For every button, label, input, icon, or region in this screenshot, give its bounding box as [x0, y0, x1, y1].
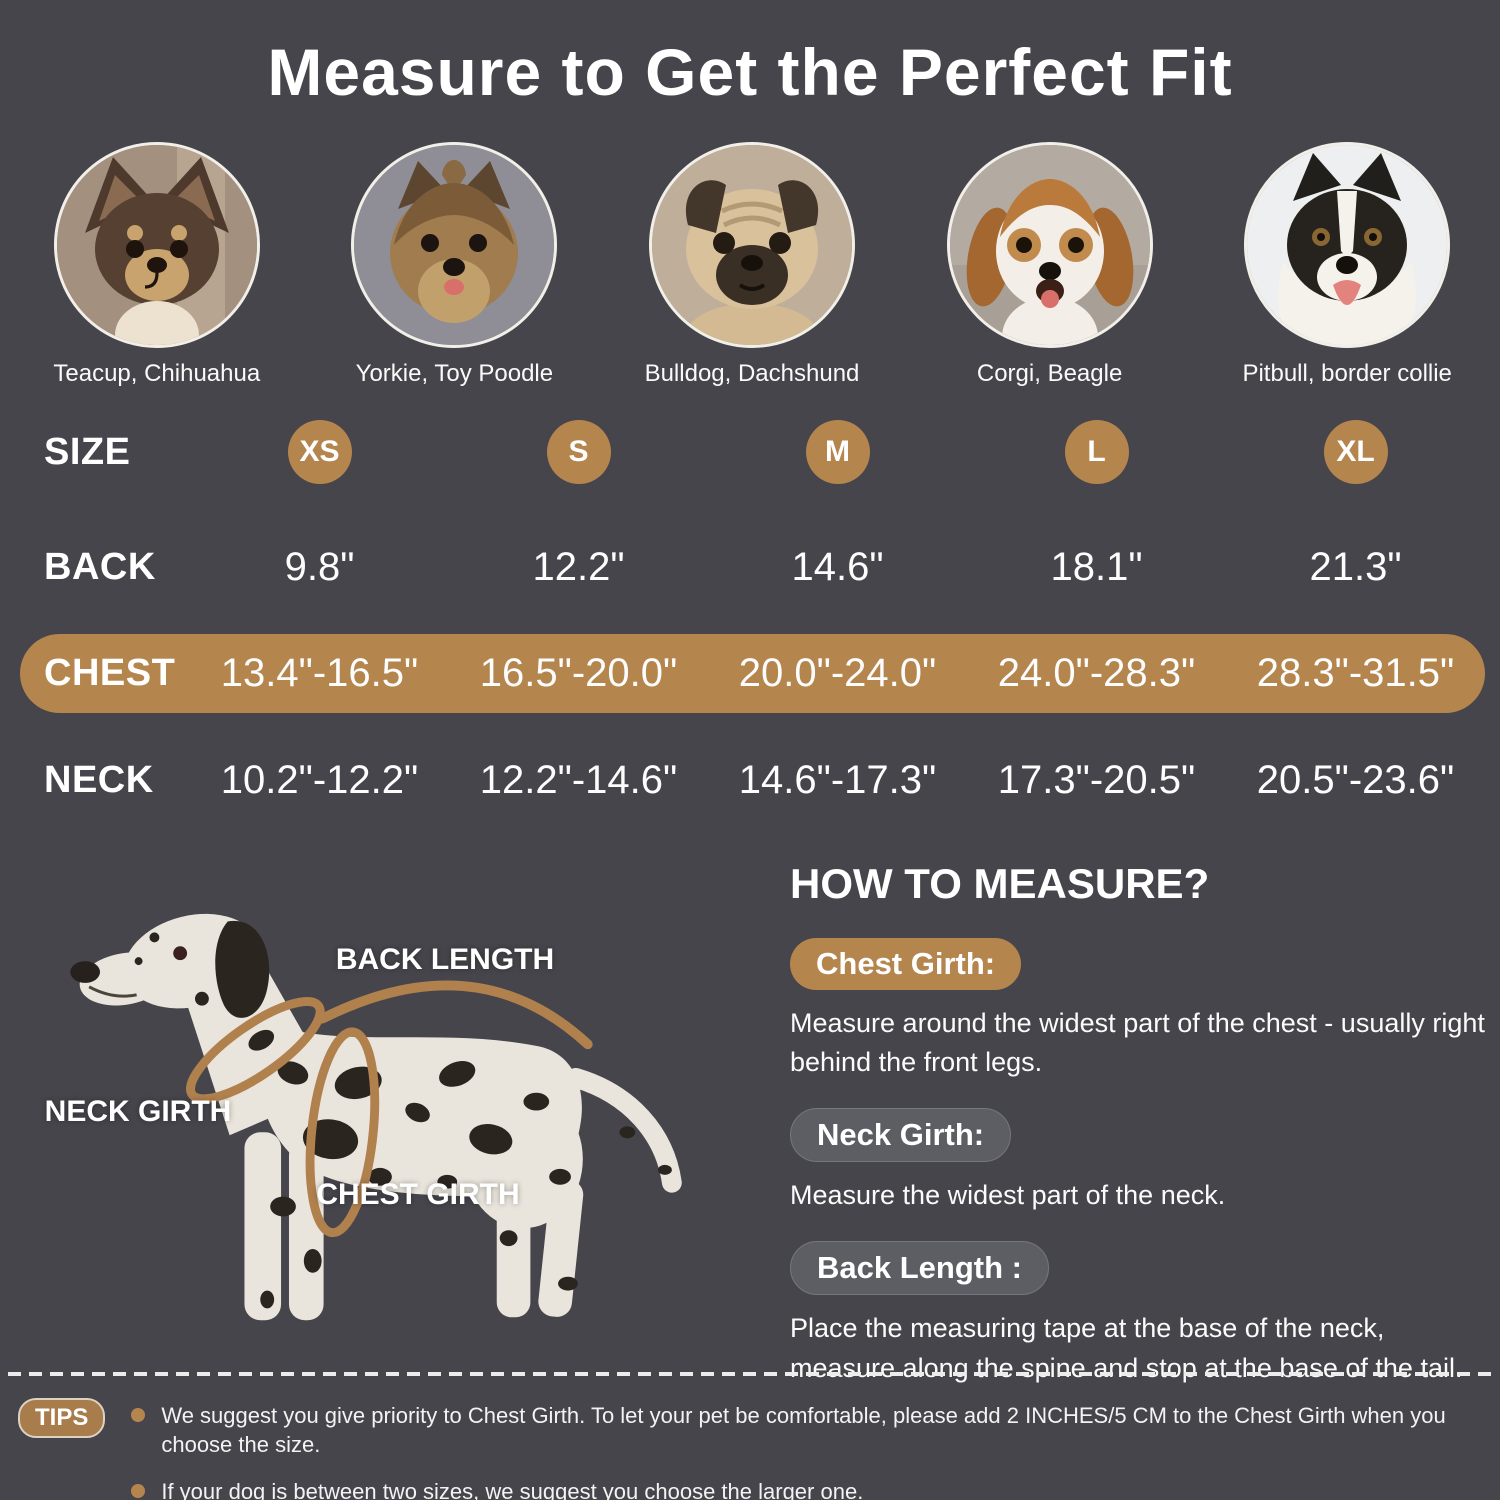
neck-value: 20.5"-23.6" — [1256, 757, 1455, 802]
measuring-diagram: BACK LENGTH NECK GIRTH CHEST GIRTH — [30, 880, 730, 1345]
dashed-divider — [8, 1372, 1492, 1376]
border-collie-photo — [1244, 142, 1451, 348]
size-badge-xl: XL — [1323, 420, 1388, 484]
yorkie-icon — [354, 145, 555, 345]
tip-text: If your dog is between two sizes, we sug… — [161, 1479, 864, 1500]
table-row-size: SIZE XS S M L XL — [20, 414, 1485, 490]
back-value: 18.1" — [1050, 544, 1143, 589]
breed-column-xs: Teacup, Chihuahua — [53, 142, 260, 388]
breed-column-xl: Pitbull, border collie — [1242, 142, 1452, 388]
breed-label: Bulldog, Dachshund — [644, 360, 860, 387]
chest-girth-band — [305, 1027, 380, 1238]
size-badge-l: L — [1064, 420, 1129, 484]
breed-label: Teacup, Chihuahua — [53, 360, 261, 387]
size-badge-xs: XS — [287, 420, 352, 484]
size-badge-s: S — [546, 420, 611, 484]
dog-breed-row: Teacup, Chihuahua Yorkie, Toy Poodle — [8, 142, 1496, 388]
chihuahua-icon — [56, 145, 257, 345]
border-collie-icon — [1247, 145, 1448, 345]
back-length-pill: Back Length : — [790, 1241, 1049, 1296]
chihuahua-photo — [53, 142, 260, 348]
pug-icon — [651, 145, 852, 345]
breed-label: Yorkie, Toy Poodle — [355, 360, 554, 387]
page-title: Measure to Get the Perfect Fit — [267, 35, 1233, 109]
tip-text: We suggest you give priority to Chest Gi… — [161, 1403, 1446, 1457]
how-to-measure-heading: HOW TO MEASURE? — [790, 860, 1210, 907]
breed-label: Corgi, Beagle — [976, 360, 1123, 387]
breed-column-s: Yorkie, Toy Poodle — [351, 142, 558, 388]
back-length-arc — [317, 980, 593, 1050]
neck-value: 10.2"-12.2" — [220, 757, 419, 802]
tips-badge: TIPS — [18, 1398, 106, 1438]
chest-value: 16.5"-20.0" — [479, 651, 678, 695]
chest-value: 24.0"-28.3" — [997, 651, 1196, 695]
row-label-chest: CHEST — [44, 652, 176, 694]
tips-section: TIPS We suggest you give priority to Che… — [18, 1398, 1482, 1500]
back-value: 21.3" — [1309, 544, 1402, 589]
bullet-dot-icon — [131, 1484, 146, 1499]
chest-value: 20.0"-24.0" — [738, 651, 937, 695]
table-row-neck: NECK 10.2"-12.2" 12.2"-14.6" 14.6"-17.3"… — [20, 744, 1485, 816]
back-length-instructions: Place the measuring tape at the base of … — [790, 1313, 1463, 1383]
breed-column-m: Bulldog, Dachshund — [644, 142, 860, 388]
yorkie-photo — [351, 142, 558, 348]
pug-photo — [648, 142, 855, 348]
size-badge-m: M — [805, 420, 870, 484]
chest-girth-label: CHEST GIRTH — [316, 1178, 520, 1211]
tip-item: If your dog is between two sizes, we sug… — [131, 1478, 1482, 1500]
table-row-back: BACK 9.8" 12.2" 14.6" 18.1" 21.3" — [20, 531, 1485, 603]
back-length-label: BACK LENGTH — [335, 943, 555, 976]
back-value: 14.6" — [791, 544, 884, 589]
beagle-icon — [949, 145, 1150, 345]
row-label-size: SIZE — [44, 430, 131, 473]
neck-value: 17.3"-20.5" — [997, 757, 1196, 802]
beagle-photo — [946, 142, 1153, 348]
tips-list: We suggest you give priority to Chest Gi… — [131, 1398, 1482, 1500]
neck-girth-pill: Neck Girth: — [790, 1108, 1012, 1163]
table-row-chest-highlighted: CHEST 13.4"-16.5" 16.5"-20.0" 20.0"-24.0… — [20, 634, 1485, 713]
neck-girth-band — [186, 997, 325, 1104]
row-label-neck: NECK — [44, 758, 154, 801]
neck-girth-instructions: Measure the widest part of the neck. — [790, 1180, 1226, 1211]
dalmatian-dog-illustration — [70, 913, 682, 1321]
chest-girth-instructions: Measure around the widest part of the ch… — [790, 1008, 1485, 1078]
how-to-measure-section: HOW TO MEASURE? Chest Girth: Measure aro… — [790, 860, 1488, 1414]
chest-value: 28.3"-31.5" — [1256, 651, 1455, 695]
back-value: 9.8" — [284, 544, 355, 589]
neck-girth-label: NECK GIRTH — [44, 1095, 232, 1128]
chest-girth-pill: Chest Girth: — [790, 938, 1022, 990]
chest-value: 13.4"-16.5" — [220, 651, 419, 695]
breed-column-l: Corgi, Beagle — [946, 142, 1153, 388]
bullet-dot-icon — [131, 1408, 146, 1422]
breed-label: Pitbull, border collie — [1242, 360, 1452, 387]
neck-value: 12.2"-14.6" — [479, 757, 678, 802]
back-value: 12.2" — [532, 544, 625, 589]
row-label-back: BACK — [44, 545, 156, 588]
neck-value: 14.6"-17.3" — [738, 757, 937, 802]
tip-item: We suggest you give priority to Chest Gi… — [131, 1402, 1482, 1459]
